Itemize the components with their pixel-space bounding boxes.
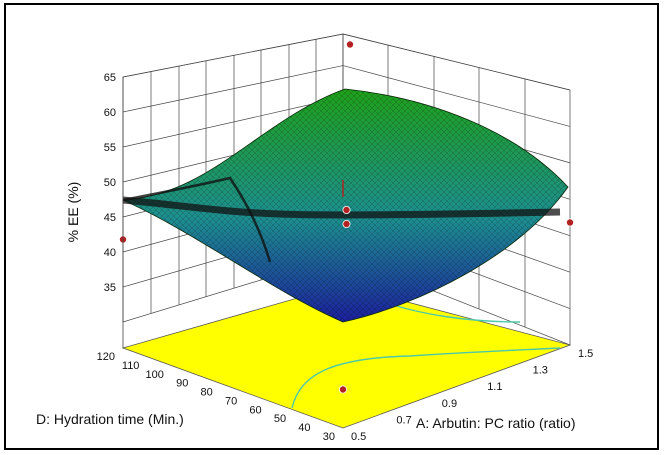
design-point xyxy=(342,219,351,228)
y-tick-label: 90 xyxy=(176,378,188,390)
y-tick-label: 50 xyxy=(274,413,286,425)
z-gridline xyxy=(122,33,344,78)
z-tick-label: 55 xyxy=(104,142,116,154)
x-tick-label: 0.7 xyxy=(396,414,411,426)
y-tick-label: 70 xyxy=(225,395,237,407)
z-tick-labels: 35 40 45 50 55 60 65 xyxy=(104,72,116,294)
x-tick-label: 1.5 xyxy=(578,348,593,360)
z-tick-label: 35 xyxy=(104,282,116,294)
z-gridline xyxy=(122,96,344,148)
x-axis-title: A: Arbutin: PC ratio (ratio) xyxy=(416,415,576,431)
z-gridline xyxy=(342,65,571,127)
z-gridline xyxy=(342,33,571,91)
corner-point xyxy=(566,218,575,227)
corner-point xyxy=(345,40,354,49)
y-tick-label: 120 xyxy=(97,351,115,363)
floor-contour-plane xyxy=(121,284,572,429)
y-axis-title: D: Hydration time (Min.) xyxy=(36,411,184,427)
x-tick-labels: 0.5 0.7 0.9 1.1 1.3 1.5 xyxy=(351,348,593,443)
x-tick-label: 0.5 xyxy=(351,431,366,443)
x-tick-label: 1.3 xyxy=(533,365,548,377)
z-tick-label: 45 xyxy=(104,212,116,224)
z-gridline xyxy=(122,65,344,113)
z-tick-label: 65 xyxy=(104,72,116,84)
design-point xyxy=(342,205,351,214)
z-axis-title: % EE (%) xyxy=(65,182,81,243)
z-tick-label: 40 xyxy=(104,247,116,259)
response-surface xyxy=(122,88,569,323)
y-tick-label: 60 xyxy=(249,404,261,416)
y-tick-label: 30 xyxy=(323,431,335,443)
y-tick-label: 100 xyxy=(146,369,164,381)
x-tick-label: 0.9 xyxy=(442,398,457,410)
y-tick-label: 80 xyxy=(201,387,213,399)
z-tick-label: 50 xyxy=(104,177,116,189)
y-tick-label: 110 xyxy=(122,360,140,372)
y-tick-labels: 30 40 50 60 70 80 90 100 110 120 xyxy=(97,351,335,443)
corner-point xyxy=(338,385,347,394)
y-tick-label: 40 xyxy=(298,422,310,434)
z-tick-label: 60 xyxy=(104,107,116,119)
x-tick-label: 1.1 xyxy=(487,381,502,393)
